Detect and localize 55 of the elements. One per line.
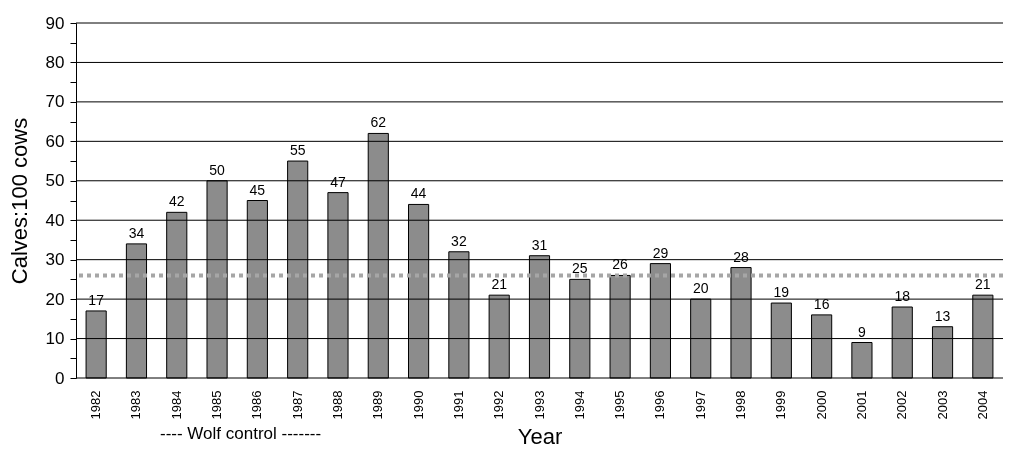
x-tick-label: 1992 [491, 390, 507, 420]
x-tick-label: 1986 [249, 390, 265, 420]
data-label: 16 [813, 295, 830, 312]
y-tick-label: 20 [45, 289, 65, 309]
data-label: 25 [572, 260, 588, 277]
x-tick-label: 2002 [894, 390, 910, 420]
x-tick-label: 1990 [410, 390, 426, 420]
x-tick-label: 1998 [733, 390, 749, 420]
y-tick-label: 40 [45, 210, 65, 230]
x-tick-label: 1984 [168, 390, 184, 420]
x-tick-label: 1989 [370, 390, 386, 420]
y-tick-label: 70 [45, 92, 65, 112]
y-tick-label: 30 [45, 250, 65, 270]
x-tick-label: 2001 [853, 390, 869, 420]
x-tick-label: 1991 [450, 390, 466, 420]
y-tick-label: 0 [55, 368, 65, 388]
x-tick-label: 1997 [692, 390, 708, 420]
y-tick-label: 80 [45, 52, 65, 72]
data-label: 62 [370, 114, 387, 131]
data-label: 44 [410, 185, 427, 202]
x-tick-label: 1994 [571, 390, 587, 420]
data-label: 9 [858, 323, 867, 340]
x-axis-title: Year [517, 424, 563, 450]
x-tick-label: 1996 [652, 390, 668, 420]
data-label: 42 [168, 193, 185, 210]
x-tick-label: 1987 [289, 390, 305, 420]
x-tick-label: 1995 [612, 390, 628, 420]
text: ---- Wolf control ------- [160, 424, 322, 444]
data-label: 26 [612, 256, 629, 273]
x-tick-label: 1983 [128, 390, 144, 420]
data-label: 20 [692, 280, 709, 297]
data-label: 21 [975, 276, 991, 293]
data-label: 32 [451, 232, 467, 249]
y-tick-label: 10 [45, 329, 65, 349]
data-label: 29 [652, 244, 669, 261]
data-label: 55 [289, 142, 306, 159]
x-tick-label: 2003 [934, 390, 950, 420]
data-label: 50 [209, 161, 226, 178]
x-tick-label: 1993 [531, 390, 547, 420]
x-tick-label: 1988 [329, 390, 345, 420]
x-tick-label: 1999 [773, 390, 789, 420]
y-tick-label: 90 [45, 13, 65, 33]
x-tick-label: 1982 [88, 390, 104, 420]
x-tick-label: 2004 [974, 390, 990, 420]
data-label: 34 [128, 224, 145, 241]
x-tick-label: 2000 [813, 390, 829, 420]
data-label: 31 [531, 236, 548, 253]
y-tick-label: 50 [45, 171, 65, 191]
y-tick-label: 60 [45, 131, 65, 151]
data-label: 19 [773, 284, 790, 301]
y-axis-title: Calves:100 cows [6, 117, 32, 285]
data-label: 45 [249, 181, 266, 198]
data-label: 21 [491, 276, 508, 293]
data-label: 13 [934, 307, 951, 324]
x-tick-label: 1985 [209, 390, 225, 420]
